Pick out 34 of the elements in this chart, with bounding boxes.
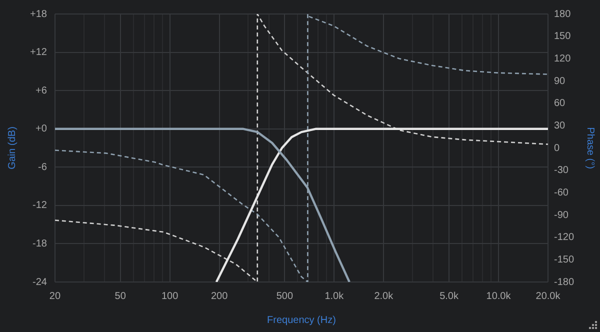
y2-tick-label: 120 (554, 53, 572, 64)
y2-tick-label: 180 (554, 8, 572, 20)
y2-axis-title: Phase (°) (584, 127, 596, 169)
y2-tick-label: -90 (554, 210, 569, 221)
x-tick-label: 10.0k (486, 290, 512, 302)
y2-tick-label: 60 (554, 98, 566, 110)
x-tick-label: 20.0k (536, 290, 562, 302)
x-tick-label: 2.0k (374, 290, 394, 302)
y2-tick-label: -180 (554, 276, 574, 288)
y2-tick-label: 150 (554, 31, 572, 42)
y2-tick-label: -150 (554, 254, 574, 266)
y2-tick-label: 0 (554, 142, 560, 154)
y2-tick-label: 90 (554, 76, 566, 87)
x-tick-label: 5.0k (440, 290, 460, 302)
y-axis-title: Gain (dB) (6, 126, 18, 170)
y2-tick-label: 30 (554, 120, 566, 132)
x-tick-label: 20 (49, 290, 61, 302)
y-tick-label: -12 (32, 200, 48, 212)
y-tick-label: -24 (32, 276, 48, 288)
y-tick-label: -18 (32, 238, 48, 250)
y-tick-label: +6 (36, 85, 48, 96)
y-tick-label: +0 (36, 124, 48, 135)
y2-tick-label: -120 (554, 232, 574, 244)
x-tick-label: 200 (210, 290, 228, 302)
x-axis-title: Frequency (Hz) (267, 314, 336, 326)
x-tick-label: 500 (276, 290, 294, 302)
x-tick-label: 100 (161, 290, 179, 302)
y2-tick-label: -30 (554, 165, 569, 176)
y-tick-label: -6 (38, 162, 48, 173)
y-tick-label: +18 (30, 8, 48, 20)
y2-tick-label: -60 (554, 187, 569, 198)
x-tick-label: 50 (114, 290, 126, 302)
y-tick-label: +12 (30, 47, 48, 58)
x-tick-label: 1.0k (324, 290, 345, 302)
